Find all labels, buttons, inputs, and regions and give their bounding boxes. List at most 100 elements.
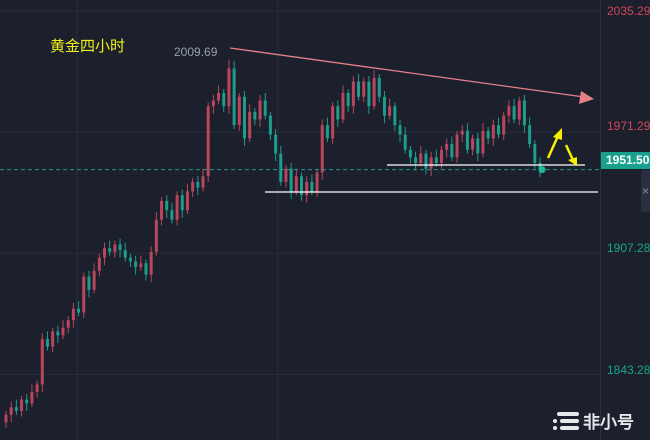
candle-body [66,320,70,328]
candle-body [398,125,402,135]
candle-body [434,157,438,163]
candle-body [357,81,361,97]
candle-body [253,111,257,120]
candle-body [512,106,516,120]
candle-body [211,100,215,107]
candle-body [460,130,464,135]
candle-body [237,96,241,126]
candle-body [497,125,501,135]
candle-body [20,399,24,411]
candle-body [445,144,449,150]
trendline-arrowhead [579,91,594,104]
candle-body [97,257,101,271]
candle-body [289,168,293,192]
candle-body [45,339,49,347]
candle-body [128,257,132,262]
candle-body [35,384,39,393]
candle-body [393,106,397,126]
candle-body [14,407,18,411]
candle-body [118,244,122,251]
chart-title: 黄金四小时 [50,37,126,55]
candle-body [419,153,423,163]
candle-body [439,149,443,163]
candle-body [300,176,304,196]
candle-body [206,106,210,177]
candle-body [175,195,179,220]
candle-body [258,100,262,120]
candle-body [486,130,490,139]
candle-body [4,414,8,423]
candle-body [491,125,495,139]
candle-body [51,331,55,347]
candle-body [165,200,169,211]
candle-body [113,244,117,252]
logo-text: 非小号 [583,413,634,433]
candle-body [274,134,278,154]
candle-body [9,407,13,415]
candle-body [351,81,355,107]
candle-body [40,339,44,385]
last-price-dot [538,166,546,174]
candle-body [471,138,475,150]
candle-body [362,81,366,97]
candle-body [160,200,164,220]
candle-body [185,191,189,211]
candle-body [180,195,184,211]
candle-body [372,77,376,107]
trendline [229,47,585,98]
candle-body [502,115,506,135]
candle-body [170,210,174,220]
candle-body [528,125,532,145]
last-price-tag: 1951.50 [601,152,650,169]
candle-body [30,392,34,404]
candle-body [284,168,288,182]
candle-body [82,276,86,313]
candle-body [414,157,418,163]
candle-body [408,149,412,158]
candle-body [268,115,272,135]
candle-body [191,181,195,192]
logo: 非小号 [553,408,634,433]
candle-body [320,125,324,173]
candle-body [325,125,329,139]
candle-body [92,270,96,290]
candle-body [71,308,75,321]
collapse-button[interactable]: × [641,170,650,212]
high-price-label: 2009.69 [174,45,218,59]
candle-body [336,106,340,120]
candle-body [331,106,335,139]
candle-body [154,219,158,252]
candle-body [61,327,65,336]
candle-body [377,77,381,97]
candle-body [382,96,386,116]
candle-body [346,92,350,107]
arrow-up-head [553,128,562,140]
candle-body [87,276,91,290]
candle-body [242,96,246,139]
candle-body [77,308,81,313]
candle-body [341,92,345,120]
candle-body [424,153,428,169]
y-tick-label: 1907.28 [607,241,650,255]
y-tick-label: 1843.28 [607,363,650,377]
arrow-up [546,135,560,159]
y-tick-label: 1971.29 [607,119,650,133]
candle-body [305,181,309,196]
candle-body [227,68,231,107]
candle-body [222,92,226,107]
candle-body [294,176,298,192]
candle-body [149,251,153,275]
candle-body [476,138,480,154]
candle-body [56,331,60,336]
y-tick-label: 2035.29 [607,4,650,18]
candle-body [134,261,138,268]
candle-body [139,263,143,268]
candle-body [123,250,127,258]
arrow-down-head [568,157,577,166]
candle-body [232,68,236,126]
candle-body [522,100,526,126]
candle-body [108,248,112,252]
candle-body [217,92,221,101]
